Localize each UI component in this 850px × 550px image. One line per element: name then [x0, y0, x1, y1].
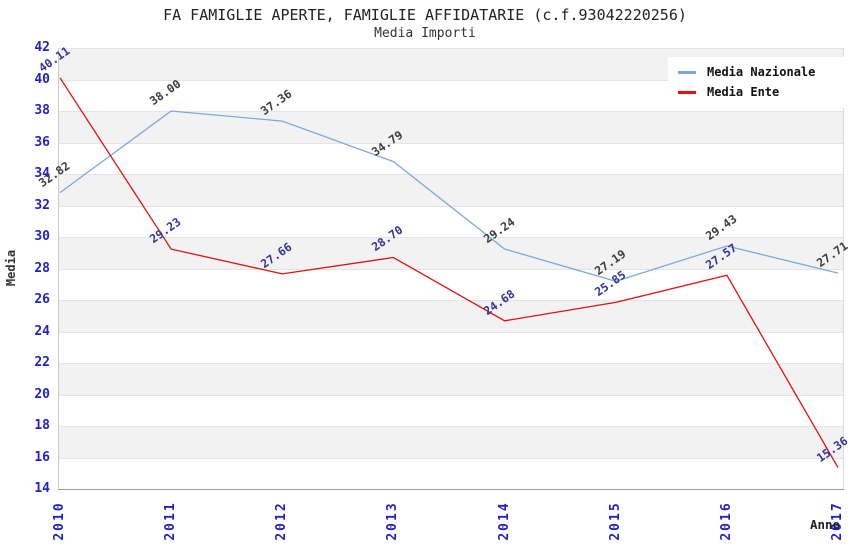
- x-tick-label: 2010: [52, 501, 67, 541]
- legend: Media Nazionale Media Ente: [668, 57, 846, 108]
- legend-dash-icon: [678, 90, 696, 94]
- legend-item-media-ente: Media Ente: [668, 82, 846, 102]
- plot-band: [58, 457, 843, 489]
- x-axis-line: [58, 489, 844, 490]
- y-tick-label: 26: [34, 292, 50, 307]
- plot-band: [58, 174, 843, 206]
- y-tick-label: 40: [34, 71, 50, 87]
- y-tick-label: 18: [34, 418, 50, 433]
- x-tick-label: 2011: [163, 501, 179, 541]
- x-tick-label: 2012: [274, 501, 290, 541]
- y-axis-title: Media: [4, 249, 18, 287]
- series-line-media-nazionale: [59, 110, 839, 282]
- legend-label: Media Ente: [707, 85, 780, 99]
- legend-dash-icon: [678, 70, 696, 74]
- plot-band: [58, 300, 843, 332]
- plot-band: [58, 111, 843, 143]
- plot-band: [58, 363, 843, 395]
- y-tick-label: 28: [34, 260, 50, 276]
- plot-band: [58, 268, 843, 300]
- y-tick-label: 38: [34, 103, 50, 118]
- y-tick-label: 34: [34, 166, 50, 181]
- plot-band: [58, 426, 843, 458]
- chart-subtitle: Media Importi: [374, 26, 476, 41]
- series-line-media-ente: [59, 77, 839, 468]
- y-axis-line: [58, 48, 59, 489]
- legend-label: Media Nazionale: [707, 65, 816, 79]
- x-tick-label: 2014: [496, 501, 512, 541]
- plot-right-border: [843, 48, 844, 489]
- chart-title: FA FAMIGLIE APERTE, FAMIGLIE AFFIDATARIE…: [163, 6, 687, 24]
- legend-item-media-nazionale: Media Nazionale: [668, 62, 846, 82]
- x-axis-title: Anno: [810, 517, 841, 532]
- plot-band: [58, 394, 843, 426]
- y-tick-label: 14: [34, 481, 50, 496]
- y-tick-label: 30: [34, 229, 50, 244]
- y-tick-label: 22: [34, 355, 50, 370]
- x-tick-label: 2015: [607, 501, 623, 541]
- plot-band: [58, 142, 843, 174]
- y-tick-label: 36: [34, 134, 50, 150]
- plot-band: [58, 331, 843, 363]
- y-tick-label: 42: [34, 40, 50, 55]
- x-tick-label: 2016: [718, 501, 734, 541]
- y-tick-label: 16: [34, 449, 50, 465]
- y-tick-label: 20: [34, 386, 50, 402]
- x-tick-label: 2013: [385, 501, 401, 541]
- y-tick-label: 24: [34, 323, 50, 339]
- y-tick-label: 32: [34, 197, 50, 213]
